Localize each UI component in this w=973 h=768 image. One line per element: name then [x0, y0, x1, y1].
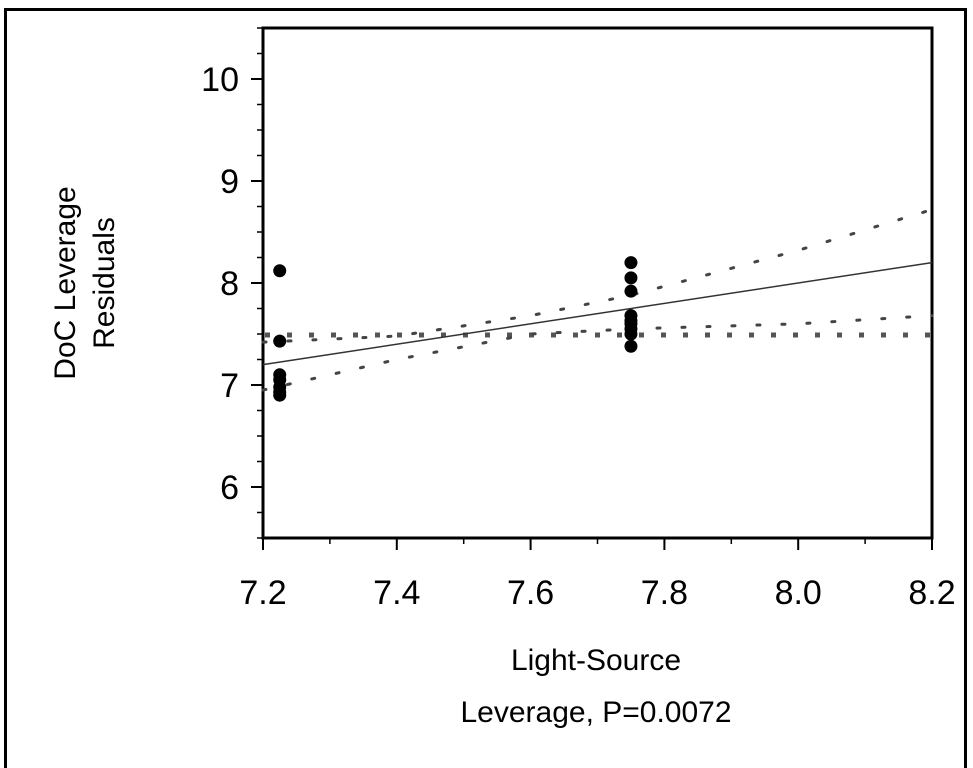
data-point: [273, 334, 287, 348]
data-point: [624, 327, 638, 341]
x-tick-label: 7.8: [641, 574, 688, 612]
plot-border: [261, 26, 934, 540]
y-tick-label: 9: [220, 163, 239, 201]
data-point: [273, 388, 287, 402]
data-point: [624, 339, 638, 353]
y-tick-label: 10: [201, 61, 239, 99]
x-axis-label-line-2: Leverage, P=0.0072: [460, 696, 731, 729]
x-tick-label: 7.4: [373, 574, 420, 612]
chart-frame: [4, 8, 967, 768]
y-tick-label: 8: [220, 265, 239, 303]
x-tick-label: 7.6: [507, 574, 554, 612]
data-point: [273, 264, 287, 278]
fit-line: [262, 261, 933, 366]
y-axis-label: DoC Leverage Residuals: [49, 186, 121, 379]
x-tick-label: 8.0: [775, 574, 822, 612]
plot-area: 6 7 8 9 10 7.2 7.4 7.6 7.8 8.0 8.2: [201, 26, 956, 612]
data-point: [624, 284, 638, 298]
x-tick-label: 8.2: [908, 574, 955, 612]
y-tick-label: 6: [220, 469, 239, 507]
y-tick-label: 7: [220, 367, 239, 405]
x-tick-label: 7.2: [239, 574, 286, 612]
data-point: [624, 271, 638, 285]
y-axis-label-line-1: DoC Leverage: [49, 186, 82, 379]
x-axis-label-line-1: Light-Source: [511, 644, 681, 677]
confidence-lower-curve: [261, 314, 934, 392]
data-point: [624, 256, 638, 270]
y-axis-label-line-2: Residuals: [88, 217, 121, 349]
